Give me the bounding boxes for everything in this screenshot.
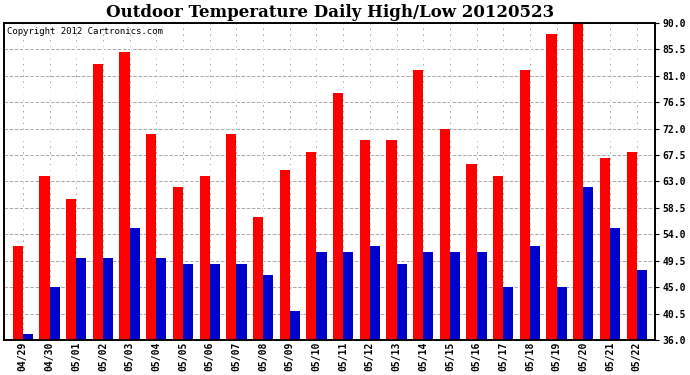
Bar <box>557 287 566 340</box>
Text: Copyright 2012 Cartronics.com: Copyright 2012 Cartronics.com <box>8 27 164 36</box>
Bar <box>279 170 290 340</box>
Bar <box>450 252 460 340</box>
Bar <box>199 176 210 340</box>
Bar <box>39 176 50 340</box>
Bar <box>397 264 406 340</box>
Bar <box>370 246 380 340</box>
Bar <box>477 252 486 340</box>
Bar <box>76 258 86 340</box>
Bar <box>386 140 397 340</box>
Bar <box>172 187 183 340</box>
Bar <box>413 70 423 340</box>
Bar <box>546 34 557 340</box>
Bar <box>92 64 103 340</box>
Bar <box>119 52 130 340</box>
Bar <box>493 176 503 340</box>
Bar <box>423 252 433 340</box>
Bar <box>12 246 23 340</box>
Bar <box>226 134 237 340</box>
Bar <box>466 164 477 340</box>
Bar <box>317 252 326 340</box>
Bar <box>103 258 113 340</box>
Bar <box>237 264 246 340</box>
Bar <box>50 287 59 340</box>
Bar <box>183 264 193 340</box>
Bar <box>333 93 343 340</box>
Bar <box>520 70 530 340</box>
Bar <box>23 334 33 340</box>
Bar <box>610 228 620 340</box>
Bar <box>290 310 300 340</box>
Bar <box>530 246 540 340</box>
Bar <box>359 140 370 340</box>
Bar <box>440 129 450 340</box>
Bar <box>637 270 647 340</box>
Bar <box>583 187 593 340</box>
Bar <box>573 17 583 340</box>
Bar <box>210 264 220 340</box>
Bar <box>157 258 166 340</box>
Title: Outdoor Temperature Daily High/Low 20120523: Outdoor Temperature Daily High/Low 20120… <box>106 4 554 21</box>
Bar <box>503 287 513 340</box>
Bar <box>306 152 317 340</box>
Bar <box>146 134 157 340</box>
Bar <box>130 228 140 340</box>
Bar <box>66 199 76 340</box>
Bar <box>263 275 273 340</box>
Bar <box>253 217 263 340</box>
Bar <box>343 252 353 340</box>
Bar <box>600 158 610 340</box>
Bar <box>627 152 637 340</box>
